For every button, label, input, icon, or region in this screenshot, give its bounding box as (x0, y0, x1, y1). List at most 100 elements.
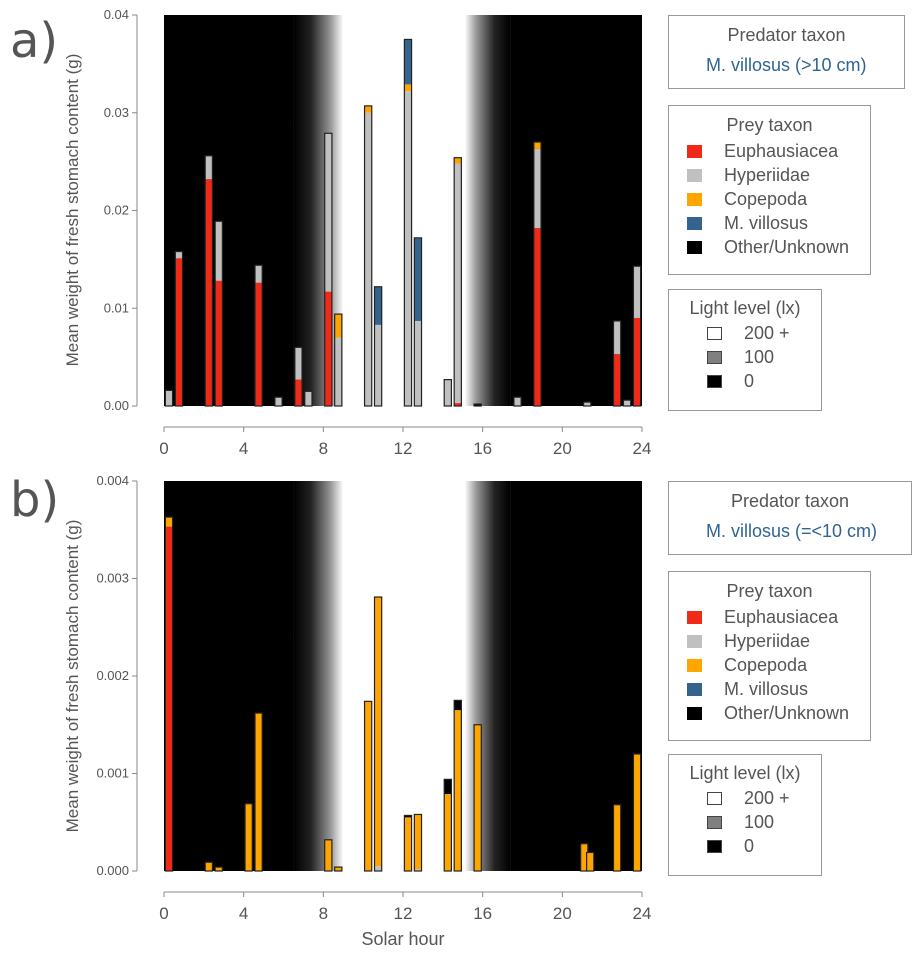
bar-stack (274, 396, 283, 407)
bar-outline (413, 237, 423, 407)
x-tick-label: 4 (239, 439, 248, 458)
x-tick-label: 8 (319, 439, 328, 458)
light-background-b (164, 481, 642, 871)
bar-outline (214, 220, 223, 407)
bar-outline (632, 753, 642, 872)
legend-swatch (707, 326, 722, 340)
bar-segment-hyperiidae (215, 221, 223, 281)
light-legend-a: Light level (lx) 200 + 100 0 (668, 289, 822, 411)
bar-outline (373, 286, 383, 407)
x-axis-a: 0 4 8 12 16 20 24 (159, 426, 651, 458)
bar-segment-other-unknown (474, 404, 482, 406)
bar-outline (533, 141, 542, 407)
legend-swatch (707, 791, 722, 805)
y-axis-label-b: Mean weight of fresh stomach content (g) (63, 520, 82, 833)
bar-segment-copepoda (454, 710, 462, 871)
prey-legend-items-a: Euphausiacea Hyperiidae Copepoda M. villosu… (669, 139, 870, 259)
panel-label-b: b) (10, 472, 59, 528)
x-tick-label: 16 (473, 904, 492, 923)
predator-legend-value-a: M. villosus (>10 cm) (706, 55, 867, 75)
bar-outline (612, 804, 622, 872)
light-legend-title-b: Light level (lx) (689, 763, 801, 783)
bar-segment-euphausiacea (294, 379, 303, 406)
predator-legend-title-b: Predator taxon (730, 491, 850, 511)
legend-label: M. villosus (724, 678, 809, 699)
bars-b (164, 516, 642, 872)
bar-outline (473, 403, 482, 407)
bar-segment-copepoda (533, 142, 542, 149)
bar-segment-hyperiidae (165, 390, 173, 406)
prey-legend-item-copepoda: Copepoda (687, 653, 870, 677)
bar-outline (622, 399, 632, 407)
bar-segment-hyperiidae (304, 391, 312, 406)
bar-stack (453, 157, 462, 407)
light-legend-item: 100 (707, 810, 821, 834)
bar-segment-m-villosus (404, 39, 412, 85)
prey-legend-item-m-villosus: M. villosus (687, 211, 870, 235)
bar-outline (334, 866, 343, 872)
legend-swatch (687, 240, 702, 254)
bar-segment-copepoda (444, 793, 452, 871)
bar-segment-hyperiidae (364, 112, 372, 406)
bar-segment-hyperiidae (414, 320, 422, 406)
bar-segment-hyperiidae (623, 400, 631, 406)
legend-label: Hyperiidae (724, 630, 811, 651)
bar-stack (473, 403, 482, 407)
x-tick-label: 8 (319, 904, 328, 923)
predator-legend-b: Predator taxon M. villosus (=<10 cm) (668, 481, 912, 555)
bar-segment-copepoda (374, 597, 382, 867)
bar-stack (363, 105, 373, 407)
bar-segment-euphausiacea (215, 280, 223, 406)
bar-segment-hyperiidae (583, 402, 591, 406)
prey-legend-items-b: Euphausiacea Hyperiidae Copepoda M. villosu… (669, 605, 870, 725)
bar-segment-copepoda (165, 517, 173, 527)
y-tick-label: 0.00 (104, 398, 129, 413)
bar-outline (632, 265, 642, 407)
bar-segment-copepoda (334, 314, 342, 338)
x-tick-label: 20 (553, 439, 572, 458)
bar-segment-copepoda (205, 862, 213, 871)
bar-segment-copepoda (586, 852, 594, 871)
x-tick-label: 16 (473, 439, 492, 458)
bar-segment-copepoda (580, 843, 588, 871)
legend-swatch (707, 815, 722, 829)
bar-outline (274, 396, 283, 407)
prey-legend-a: Prey taxon Euphausiacea Hyperiidae Copepod… (668, 105, 871, 275)
bar-stack (413, 237, 423, 407)
bar-stack (254, 712, 263, 872)
bar-segment-hyperiidae (255, 265, 263, 283)
legend-swatch (687, 216, 702, 230)
bar-segment-copepoda (414, 814, 422, 870)
prey-legend-item-euphausiacea: Euphausiacea (687, 139, 870, 163)
bar-outline (583, 401, 592, 407)
x-axis-label: Solar hour (361, 929, 444, 949)
bar-stack (204, 861, 214, 872)
bar-segment-euphausiacea (165, 526, 173, 871)
bar-outline (244, 803, 253, 872)
bar-segment-copepoda (613, 804, 621, 871)
predator-legend-title-a: Predator taxon (727, 25, 846, 45)
prey-legend-b: Prey taxon Euphausiacea Hyperiidae Copepod… (668, 571, 871, 741)
x-tick-label: 0 (159, 904, 168, 923)
panel-a: a) Mean weight of fresh stomach content … (10, 7, 651, 458)
bar-segment-hyperiidae (334, 337, 342, 406)
bar-segment-copepoda (364, 701, 372, 871)
bar-outline (443, 379, 453, 407)
bar-segment-other-unknown (404, 815, 412, 818)
bar-segment-copepoda (334, 867, 342, 871)
bar-outline (453, 157, 462, 407)
bar-outline (174, 250, 184, 407)
y-axis-b: 0.000 0.001 0.002 0.003 0.004 (96, 473, 138, 878)
bar-segment-hyperiidae (444, 379, 452, 406)
legend-label: 200 + (744, 787, 790, 808)
bar-outline (612, 320, 622, 407)
bar-stack (443, 379, 453, 407)
bar-stack (622, 399, 632, 407)
prey-legend-item-hyperiidae: Hyperiidae (687, 629, 870, 653)
x-tick-label: 24 (633, 904, 652, 923)
legend-swatch (687, 168, 702, 182)
bar-stack (586, 851, 595, 872)
bar-stack (413, 813, 423, 872)
bar-stack (363, 700, 373, 872)
bar-stack (533, 141, 542, 407)
